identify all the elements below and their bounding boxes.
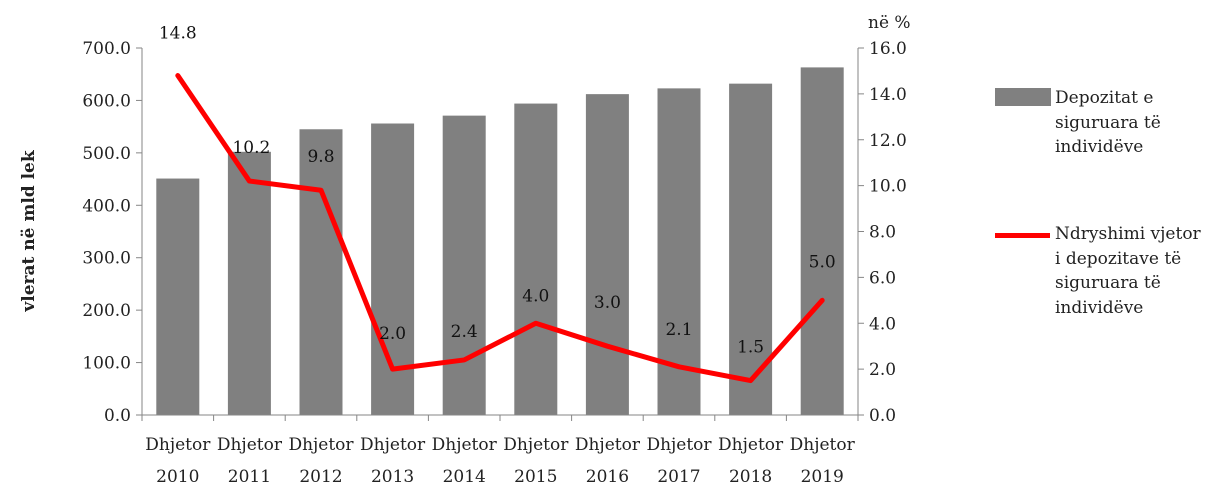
y-axis-title-left: vlerat në mld lek — [19, 149, 39, 313]
legend-item-annual-change: Ndryshimi vjetor i depozitave të sigurua… — [995, 222, 1210, 321]
left-tick-label: 700.0 — [82, 39, 131, 59]
bar — [729, 83, 773, 415]
x-tick-label: Dhjetor — [646, 435, 712, 455]
legend-item-deposits: Depozitat e siguruara të individëve — [995, 86, 1210, 160]
right-tick-label: 2.0 — [869, 360, 896, 380]
legend-label-deposits: Depozitat e siguruara të individëve — [1055, 88, 1161, 158]
right-tick-label: 8.0 — [869, 223, 896, 243]
right-tick-label: 16.0 — [869, 39, 907, 59]
chart: 0.0 100.0 200.0 300.0 400.0 500.0 600.0 700.0 0.… — [19, 13, 911, 487]
x-tick-label-year: 2012 — [299, 467, 342, 487]
right-tick-label: 10.0 — [869, 177, 907, 197]
left-tick-label: 600.0 — [82, 91, 131, 111]
legend-label-annual-change: Ndryshimi vjetor i depozitave të sigurua… — [1055, 223, 1201, 318]
bar — [585, 94, 629, 415]
x-tick-label-year: 2016 — [586, 467, 629, 487]
left-tick-label: 400.0 — [82, 196, 131, 216]
x-tick-label-year: 2019 — [801, 467, 844, 487]
x-tick-label: Dhjetor — [718, 435, 784, 455]
legend-swatch-bar — [995, 88, 1051, 106]
bar — [299, 129, 343, 415]
x-tick-label: Dhjetor — [217, 435, 283, 455]
left-tick-label: 500.0 — [82, 144, 131, 164]
right-tick-label: 4.0 — [869, 314, 896, 334]
bar — [156, 178, 200, 415]
data-label: 9.8 — [307, 147, 334, 167]
left-tick-label: 0.0 — [104, 406, 131, 426]
data-label: 2.4 — [451, 322, 478, 342]
x-tick-label: Dhjetor — [503, 435, 569, 455]
x-tick-label: Dhjetor — [432, 435, 498, 455]
y-axis-title-right: në % — [868, 13, 911, 33]
left-tick-label: 300.0 — [82, 249, 131, 269]
x-tick-label-year: 2013 — [371, 467, 414, 487]
x-tick-label-year: 2010 — [156, 467, 199, 487]
x-tick-label-year: 2015 — [514, 467, 557, 487]
data-label: 4.0 — [522, 286, 549, 306]
data-label: 2.0 — [379, 324, 406, 344]
bar — [442, 115, 486, 415]
line-series-annual-change — [175, 73, 825, 384]
right-tick-label: 14.0 — [869, 85, 907, 105]
bar — [227, 151, 271, 415]
x-tick-label-year: 2014 — [443, 467, 486, 487]
x-tick-label: Dhjetor — [790, 435, 856, 455]
data-label: 2.1 — [665, 320, 692, 340]
data-label: 14.8 — [159, 24, 197, 44]
left-tick-label: 200.0 — [82, 301, 131, 321]
data-label: 5.0 — [809, 252, 836, 272]
x-tick-label: Dhjetor — [288, 435, 354, 455]
data-label: 1.5 — [737, 338, 764, 358]
right-tick-label: 6.0 — [869, 268, 896, 288]
legend-swatch-line — [995, 232, 1050, 238]
x-tick-label: Dhjetor — [360, 435, 426, 455]
legend: Depozitat e siguruara të individëve Ndry… — [995, 86, 1210, 320]
x-tick-label-year: 2017 — [657, 467, 700, 487]
x-tick-label-year: 2018 — [729, 467, 772, 487]
x-tick-label-year: 2011 — [228, 467, 271, 487]
data-label: 3.0 — [594, 293, 621, 313]
bar — [514, 103, 558, 416]
x-tick-label: Dhjetor — [575, 435, 641, 455]
x-tick-label: Dhjetor — [145, 435, 211, 455]
data-label: 10.2 — [232, 138, 270, 158]
bar — [800, 67, 844, 416]
right-tick-label: 12.0 — [869, 131, 907, 151]
left-tick-label: 100.0 — [82, 354, 131, 374]
right-tick-label: 0.0 — [869, 406, 896, 426]
